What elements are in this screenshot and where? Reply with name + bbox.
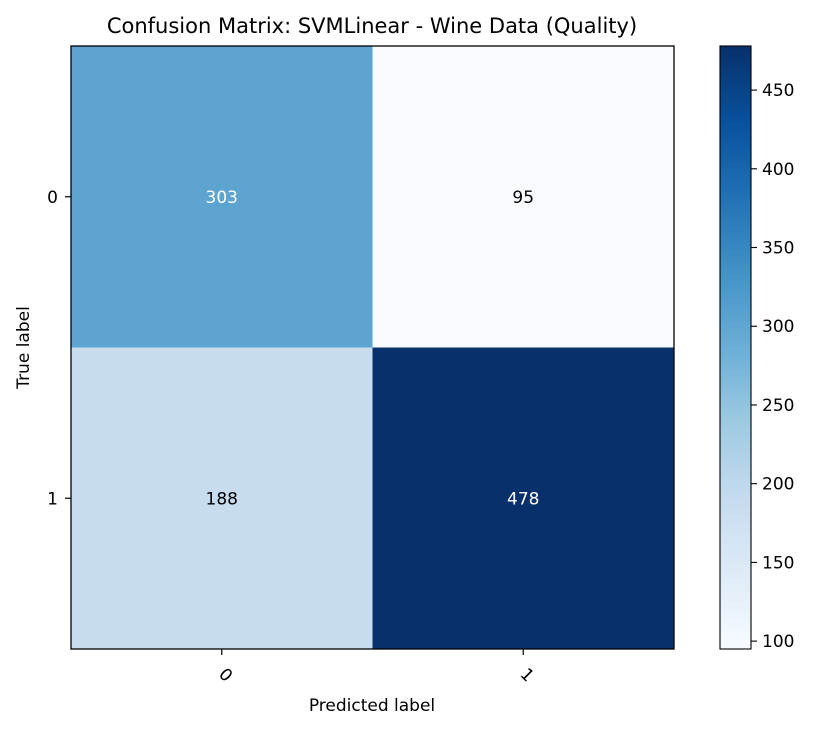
colorbar-tick-label: 400 (762, 160, 794, 180)
cell-value-label: 95 (512, 188, 534, 208)
x-tick-label: 1 (516, 665, 538, 687)
y-tick-label: 0 (47, 188, 58, 208)
colorbar-tick-label: 100 (762, 632, 794, 652)
heatmap-cell (71, 46, 373, 348)
heatmap-cells (71, 46, 675, 650)
colorbar-tick-label: 150 (762, 553, 794, 573)
x-axis-label: Predicted label (309, 696, 435, 716)
y-axis-ticks: 01 (47, 188, 71, 509)
cell-value-labels: 303 95 188 478 (206, 188, 540, 510)
colorbar-tick-label: 350 (762, 239, 794, 259)
y-axis-label: True label (14, 306, 34, 390)
y-tick-label: 1 (47, 489, 58, 509)
colorbar (719, 45, 752, 650)
chart-title: Confusion Matrix: SVMLinear - Wine Data … (107, 14, 637, 38)
colorbar-tick-label: 300 (762, 317, 794, 337)
plot-frame (70, 45, 675, 650)
colorbar-ticks: 100 150 200 250 300 350 400 450 (751, 81, 794, 652)
heatmap-cell (372, 347, 675, 650)
cell-value-label: 478 (507, 489, 539, 509)
x-tick-label: 0 (214, 665, 236, 687)
heatmap-cell (71, 347, 373, 650)
cell-value-label: 188 (206, 489, 238, 509)
colorbar-tick-label: 200 (762, 475, 794, 495)
cell-value-label: 303 (206, 188, 238, 208)
colorbar-tick-label: 250 (762, 396, 794, 416)
heatmap-cell (372, 46, 675, 348)
colorbar-tick-label: 450 (762, 81, 794, 101)
